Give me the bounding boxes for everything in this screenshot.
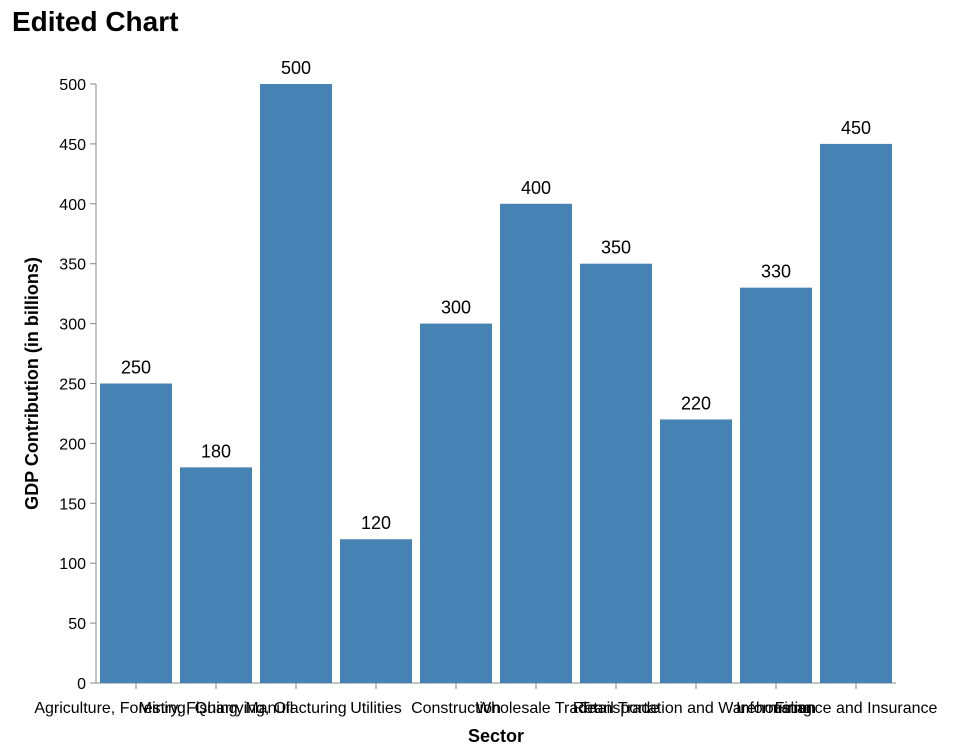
bar-value-label: 180 xyxy=(201,441,231,461)
bar xyxy=(660,419,732,683)
bar-value-label: 120 xyxy=(361,513,391,533)
x-tick-label: Utilities xyxy=(350,700,402,717)
bar-value-label: 300 xyxy=(441,298,471,318)
bar xyxy=(260,84,332,683)
y-tick-label: 400 xyxy=(59,197,86,214)
y-tick-label: 200 xyxy=(59,436,86,453)
bar xyxy=(500,203,572,684)
x-tick-label: Construction xyxy=(411,700,501,717)
bar-value-label: 250 xyxy=(121,358,151,378)
x-tick-label: Mining, Quarrying, Oil xyxy=(139,700,294,717)
x-tick-label: Transportation and Warehousing xyxy=(580,700,812,717)
bar-value-label: 350 xyxy=(601,238,631,258)
bar-value-label: 400 xyxy=(521,178,551,198)
y-axis: 0 50 100 150 200 250 300 350 400 450 500 xyxy=(59,77,97,693)
bar-value-label: 330 xyxy=(761,262,791,282)
y-tick-label: 300 xyxy=(59,317,86,334)
bar xyxy=(580,263,652,683)
bar xyxy=(420,323,492,683)
bar xyxy=(340,539,412,683)
x-tick-label: Agriculture, Forestry, Fishing xyxy=(34,700,237,717)
bar-value-label: 450 xyxy=(841,118,871,138)
bar xyxy=(180,467,252,683)
bar xyxy=(820,143,892,683)
x-tick-label: Wholesale Trade xyxy=(476,700,596,717)
y-tick-label: 150 xyxy=(59,496,86,513)
x-tick-label: Finance and Insurance xyxy=(775,700,938,717)
bar-value-label: 220 xyxy=(681,393,711,413)
y-tick-label: 50 xyxy=(68,616,86,633)
x-tick-label: Manufacturing xyxy=(245,700,346,717)
bar-value-label: 500 xyxy=(281,58,311,78)
y-tick-label: 350 xyxy=(59,257,86,274)
x-tick-label: Retail Trade xyxy=(573,700,659,717)
bar xyxy=(100,383,172,683)
y-tick-label: 250 xyxy=(59,377,86,394)
bars-group xyxy=(100,84,892,684)
x-tick-label: Information xyxy=(736,700,816,717)
data-labels-group: 250 180 500 120 300 400 350 220 330 450 xyxy=(121,58,871,533)
y-axis-title: GDP Contribution (in billions) xyxy=(22,257,42,510)
y-tick-label: 500 xyxy=(59,77,86,94)
bar xyxy=(740,287,812,683)
x-axis-title: Sector xyxy=(468,726,524,746)
y-tick-label: 0 xyxy=(77,676,86,693)
y-tick-label: 450 xyxy=(59,137,86,154)
y-tick-label: 100 xyxy=(59,556,86,573)
chart-title: Edited Chart xyxy=(12,6,179,37)
